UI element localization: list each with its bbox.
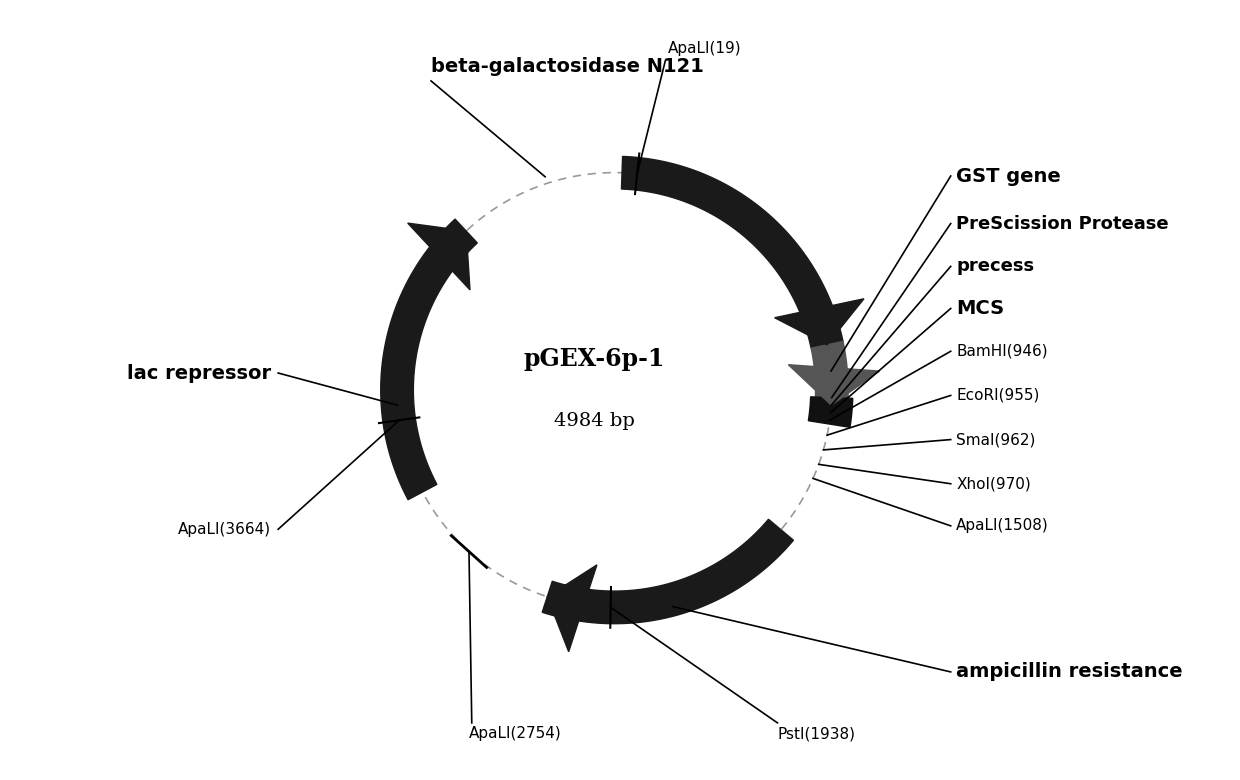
Text: GST gene: GST gene — [956, 166, 1061, 186]
Text: ApaLI(1508): ApaLI(1508) — [956, 519, 1049, 534]
Polygon shape — [542, 519, 794, 624]
Text: BamHI(946): BamHI(946) — [956, 344, 1048, 359]
Polygon shape — [775, 299, 864, 345]
Polygon shape — [408, 223, 470, 290]
Polygon shape — [547, 565, 596, 652]
Polygon shape — [808, 397, 853, 427]
Polygon shape — [789, 365, 879, 405]
Text: XhoI(970): XhoI(970) — [956, 477, 1030, 491]
Text: pGEX-6p-1: pGEX-6p-1 — [523, 347, 665, 371]
Text: PreScission Protease: PreScission Protease — [956, 215, 1169, 232]
Text: EcoRI(955): EcoRI(955) — [956, 388, 1039, 403]
Text: precess: precess — [956, 257, 1034, 275]
Polygon shape — [381, 219, 477, 500]
Text: ApaLI(2754): ApaLI(2754) — [469, 726, 562, 741]
Text: ApaLI(3664): ApaLI(3664) — [179, 522, 272, 537]
Text: 4984 bp: 4984 bp — [553, 412, 635, 430]
Polygon shape — [621, 157, 843, 348]
Text: MCS: MCS — [956, 299, 1004, 318]
Text: PstI(1938): PstI(1938) — [777, 726, 856, 741]
Text: SmaI(962): SmaI(962) — [956, 432, 1035, 447]
Text: beta-galactosidase N121: beta-galactosidase N121 — [432, 57, 704, 76]
Text: ApaLI(19): ApaLI(19) — [667, 41, 742, 55]
Polygon shape — [811, 342, 848, 406]
Text: ampicillin resistance: ampicillin resistance — [956, 662, 1183, 682]
Text: lac repressor: lac repressor — [128, 363, 272, 382]
